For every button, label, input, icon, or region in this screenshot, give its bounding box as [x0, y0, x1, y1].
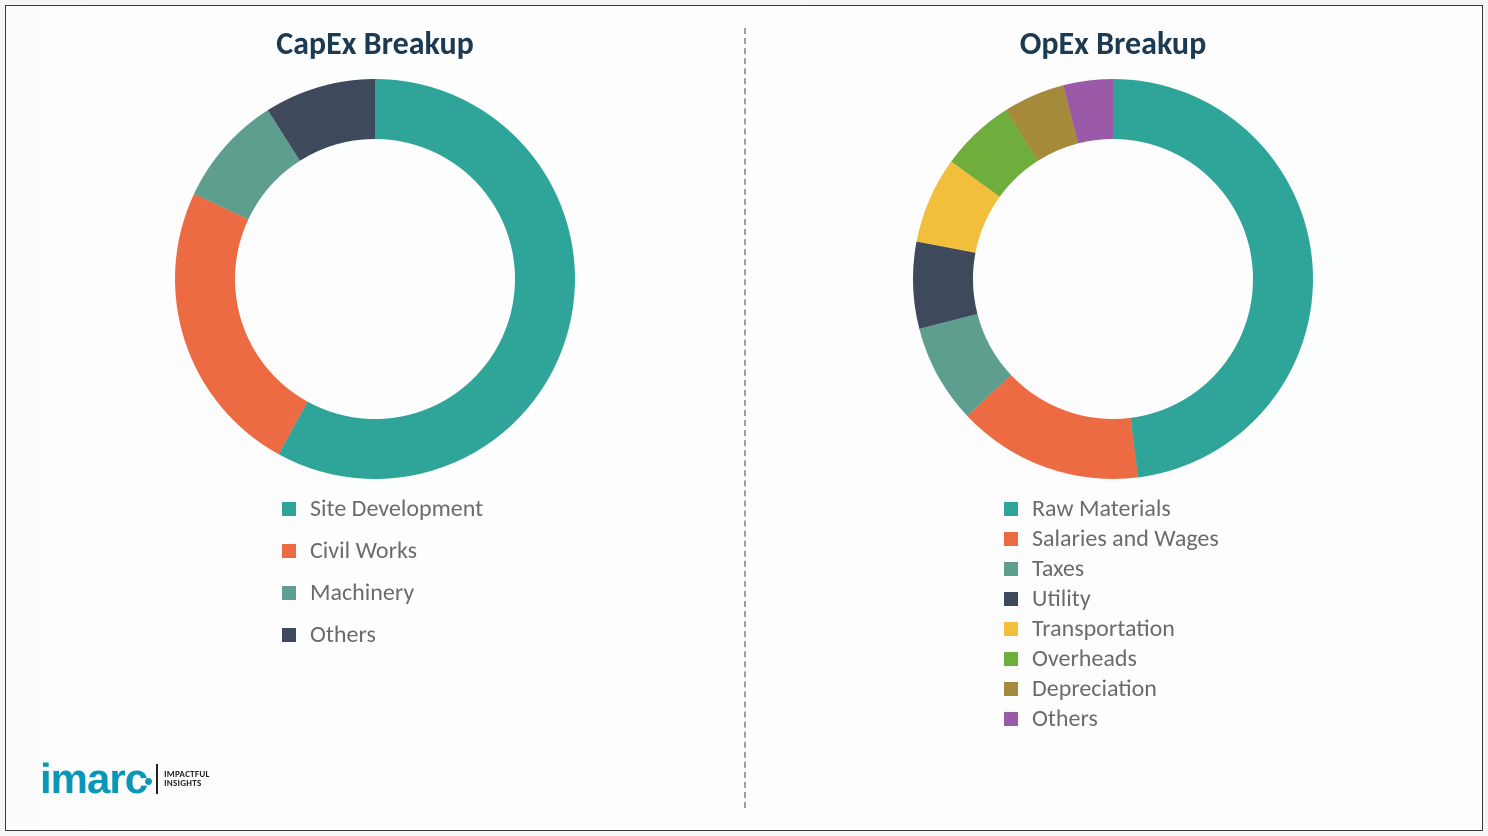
- legend-swatch-icon: [1004, 502, 1018, 516]
- legend-swatch-icon: [1004, 652, 1018, 666]
- capex-title: CapEx Breakup: [6, 24, 744, 63]
- legend-swatch-icon: [1004, 622, 1018, 636]
- brand-tagline-line2: INSIGHTS: [164, 778, 201, 789]
- capex-donut-chart: [165, 69, 585, 489]
- legend-item: Others: [282, 623, 483, 647]
- opex-donut-chart: [903, 69, 1323, 489]
- capex-legend: Site Development Civil Works Machinery Othe…: [282, 497, 483, 647]
- donut-slice: [175, 194, 308, 454]
- legend-swatch-icon: [282, 586, 296, 600]
- brand-wordmark: imarc: [40, 758, 147, 800]
- opex-chart-wrap: [744, 69, 1482, 489]
- legend-label: Salaries and Wages: [1032, 527, 1219, 551]
- legend-item: Transportation: [1004, 617, 1219, 641]
- brand-divider-icon: [156, 764, 158, 794]
- chart-frame: CapEx Breakup Site Development Civil Work…: [5, 5, 1483, 831]
- legend-label: Depreciation: [1032, 677, 1157, 701]
- legend-swatch-icon: [1004, 592, 1018, 606]
- legend-label: Civil Works: [310, 539, 417, 563]
- legend-item: Utility: [1004, 587, 1219, 611]
- opex-legend: Raw Materials Salaries and Wages Taxes Util…: [1004, 497, 1219, 731]
- legend-label: Overheads: [1032, 647, 1137, 671]
- legend-item: Machinery: [282, 581, 483, 605]
- donut-slice: [1113, 79, 1313, 477]
- brand-tagline: IMPACTFUL INSIGHTS: [164, 770, 210, 789]
- legend-swatch-icon: [282, 544, 296, 558]
- legend-item: Civil Works: [282, 539, 483, 563]
- legend-label: Others: [310, 623, 376, 647]
- legend-item: Raw Materials: [1004, 497, 1219, 521]
- legend-item: Others: [1004, 707, 1219, 731]
- legend-label: Others: [1032, 707, 1098, 731]
- legend-swatch-icon: [282, 628, 296, 642]
- legend-item: Taxes: [1004, 557, 1219, 581]
- legend-swatch-icon: [1004, 682, 1018, 696]
- legend-item: Site Development: [282, 497, 483, 521]
- legend-swatch-icon: [282, 502, 296, 516]
- capex-panel: CapEx Breakup Site Development Civil Work…: [6, 6, 744, 830]
- brand-dot-icon: [145, 778, 152, 785]
- legend-item: Overheads: [1004, 647, 1219, 671]
- legend-label: Transportation: [1032, 617, 1175, 641]
- legend-item: Salaries and Wages: [1004, 527, 1219, 551]
- legend-label: Taxes: [1032, 557, 1084, 581]
- vertical-divider: [744, 28, 746, 808]
- legend-label: Utility: [1032, 587, 1091, 611]
- brand-logo: imarc IMPACTFUL INSIGHTS: [40, 758, 210, 800]
- legend-label: Raw Materials: [1032, 497, 1171, 521]
- opex-panel: OpEx Breakup Raw Materials Salaries and W…: [744, 6, 1482, 830]
- legend-item: Depreciation: [1004, 677, 1219, 701]
- legend-swatch-icon: [1004, 532, 1018, 546]
- legend-label: Site Development: [310, 497, 483, 521]
- legend-label: Machinery: [310, 581, 414, 605]
- donut-slice: [913, 242, 977, 329]
- legend-swatch-icon: [1004, 562, 1018, 576]
- legend-swatch-icon: [1004, 712, 1018, 726]
- capex-chart-wrap: [6, 69, 744, 489]
- opex-title: OpEx Breakup: [744, 24, 1482, 63]
